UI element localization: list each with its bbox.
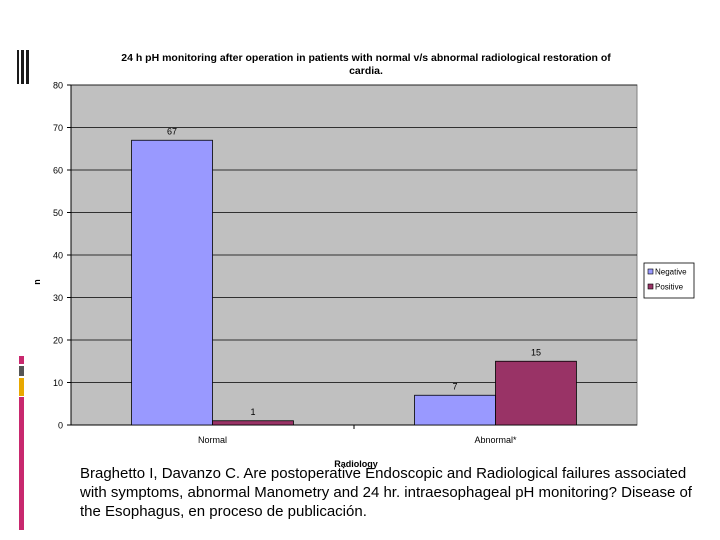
legend-label-negative: Negative: [655, 268, 687, 277]
legend-swatch-positive: [647, 283, 654, 290]
data-label: 7: [453, 381, 458, 391]
citation-text: Braghetto I, Davanzo C. Are postoperativ…: [80, 465, 692, 520]
x-tick-label: Normal: [198, 435, 227, 445]
x-axis-label: Radiology: [334, 459, 378, 469]
x-tick-label: Abnormal*: [474, 435, 517, 445]
bar-negative-1: [131, 139, 213, 426]
y-tick-label: 40: [53, 251, 63, 261]
slide-decoration-bars: [17, 50, 29, 84]
y-tick-label: 80: [53, 81, 63, 91]
bar-negative-2: [414, 394, 496, 426]
y-tick-label: 70: [53, 123, 63, 133]
y-tick-label: 10: [53, 378, 63, 388]
data-label: 67: [167, 126, 177, 136]
y-tick-label: 60: [53, 166, 63, 176]
y-tick-label: 0: [58, 421, 63, 431]
chart-title-line: 24 h pH monitoring after operation in pa…: [121, 52, 611, 64]
slide-decoration-gray: [19, 366, 24, 376]
slide-decoration-yellow: [19, 378, 24, 396]
data-label: 1: [250, 407, 255, 417]
slide-decoration-pink: [19, 397, 24, 530]
bar-positive-1: [212, 420, 294, 426]
bar-positive-2: [495, 360, 577, 426]
y-tick-label: 50: [53, 208, 63, 218]
data-label: 15: [531, 347, 541, 357]
y-axis-label: n: [32, 279, 42, 285]
y-tick-label: 30: [53, 293, 63, 303]
chart-title-line: cardia.: [349, 65, 383, 77]
slide-decoration-pink-top: [19, 356, 24, 364]
y-tick-label: 20: [53, 336, 63, 346]
legend-swatch-negative: [647, 268, 654, 275]
legend-label-positive: Positive: [655, 283, 684, 292]
